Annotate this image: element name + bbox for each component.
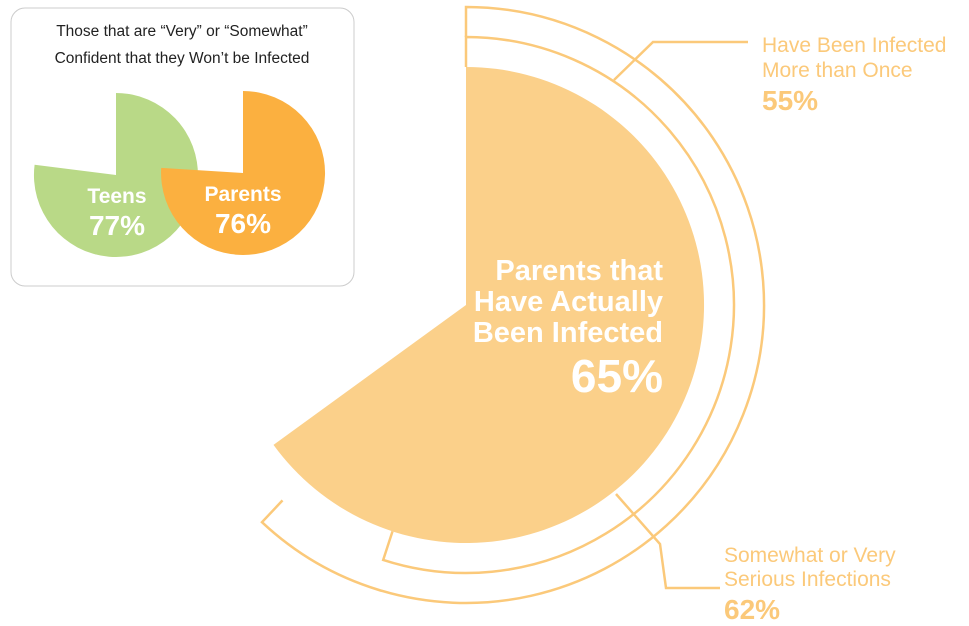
callout-more-than-once-line-1: Have Been Infected [762, 34, 946, 57]
main-label-line-3: Been Infected [473, 317, 663, 349]
inset-title-line-1: Those that are “Very” or “Somewhat” [56, 23, 308, 40]
parents-inset-label: Parents [204, 183, 281, 206]
callout-serious-value: 62% [724, 594, 780, 625]
main-value: 65% [571, 350, 663, 402]
callout-more-than-once-value: 55% [762, 85, 818, 116]
parents-infected-main-slice [273, 67, 705, 543]
teens-pie-slice [33, 93, 198, 257]
infected-more-than-once-arc [381, 35, 736, 575]
callout-serious-line-2: Serious Infections [724, 568, 891, 591]
parents-pie-slice [161, 90, 326, 256]
teens-value: 77% [89, 210, 145, 241]
leader-line-more-than-once [613, 40, 748, 81]
leader-line-serious [615, 493, 720, 590]
inset-title-line-2: Confident that they Won’t be Infected [55, 50, 310, 67]
serious-infections-arc [260, 5, 766, 605]
callout-more-than-once-line-2: More than Once [762, 59, 913, 82]
main-label-line-2: Have Actually [474, 286, 663, 318]
parents-inset-value: 76% [215, 208, 271, 239]
main-label-line-1: Parents that [495, 255, 663, 287]
teens-label: Teens [87, 185, 146, 208]
callout-serious-line-1: Somewhat or Very [724, 544, 896, 567]
